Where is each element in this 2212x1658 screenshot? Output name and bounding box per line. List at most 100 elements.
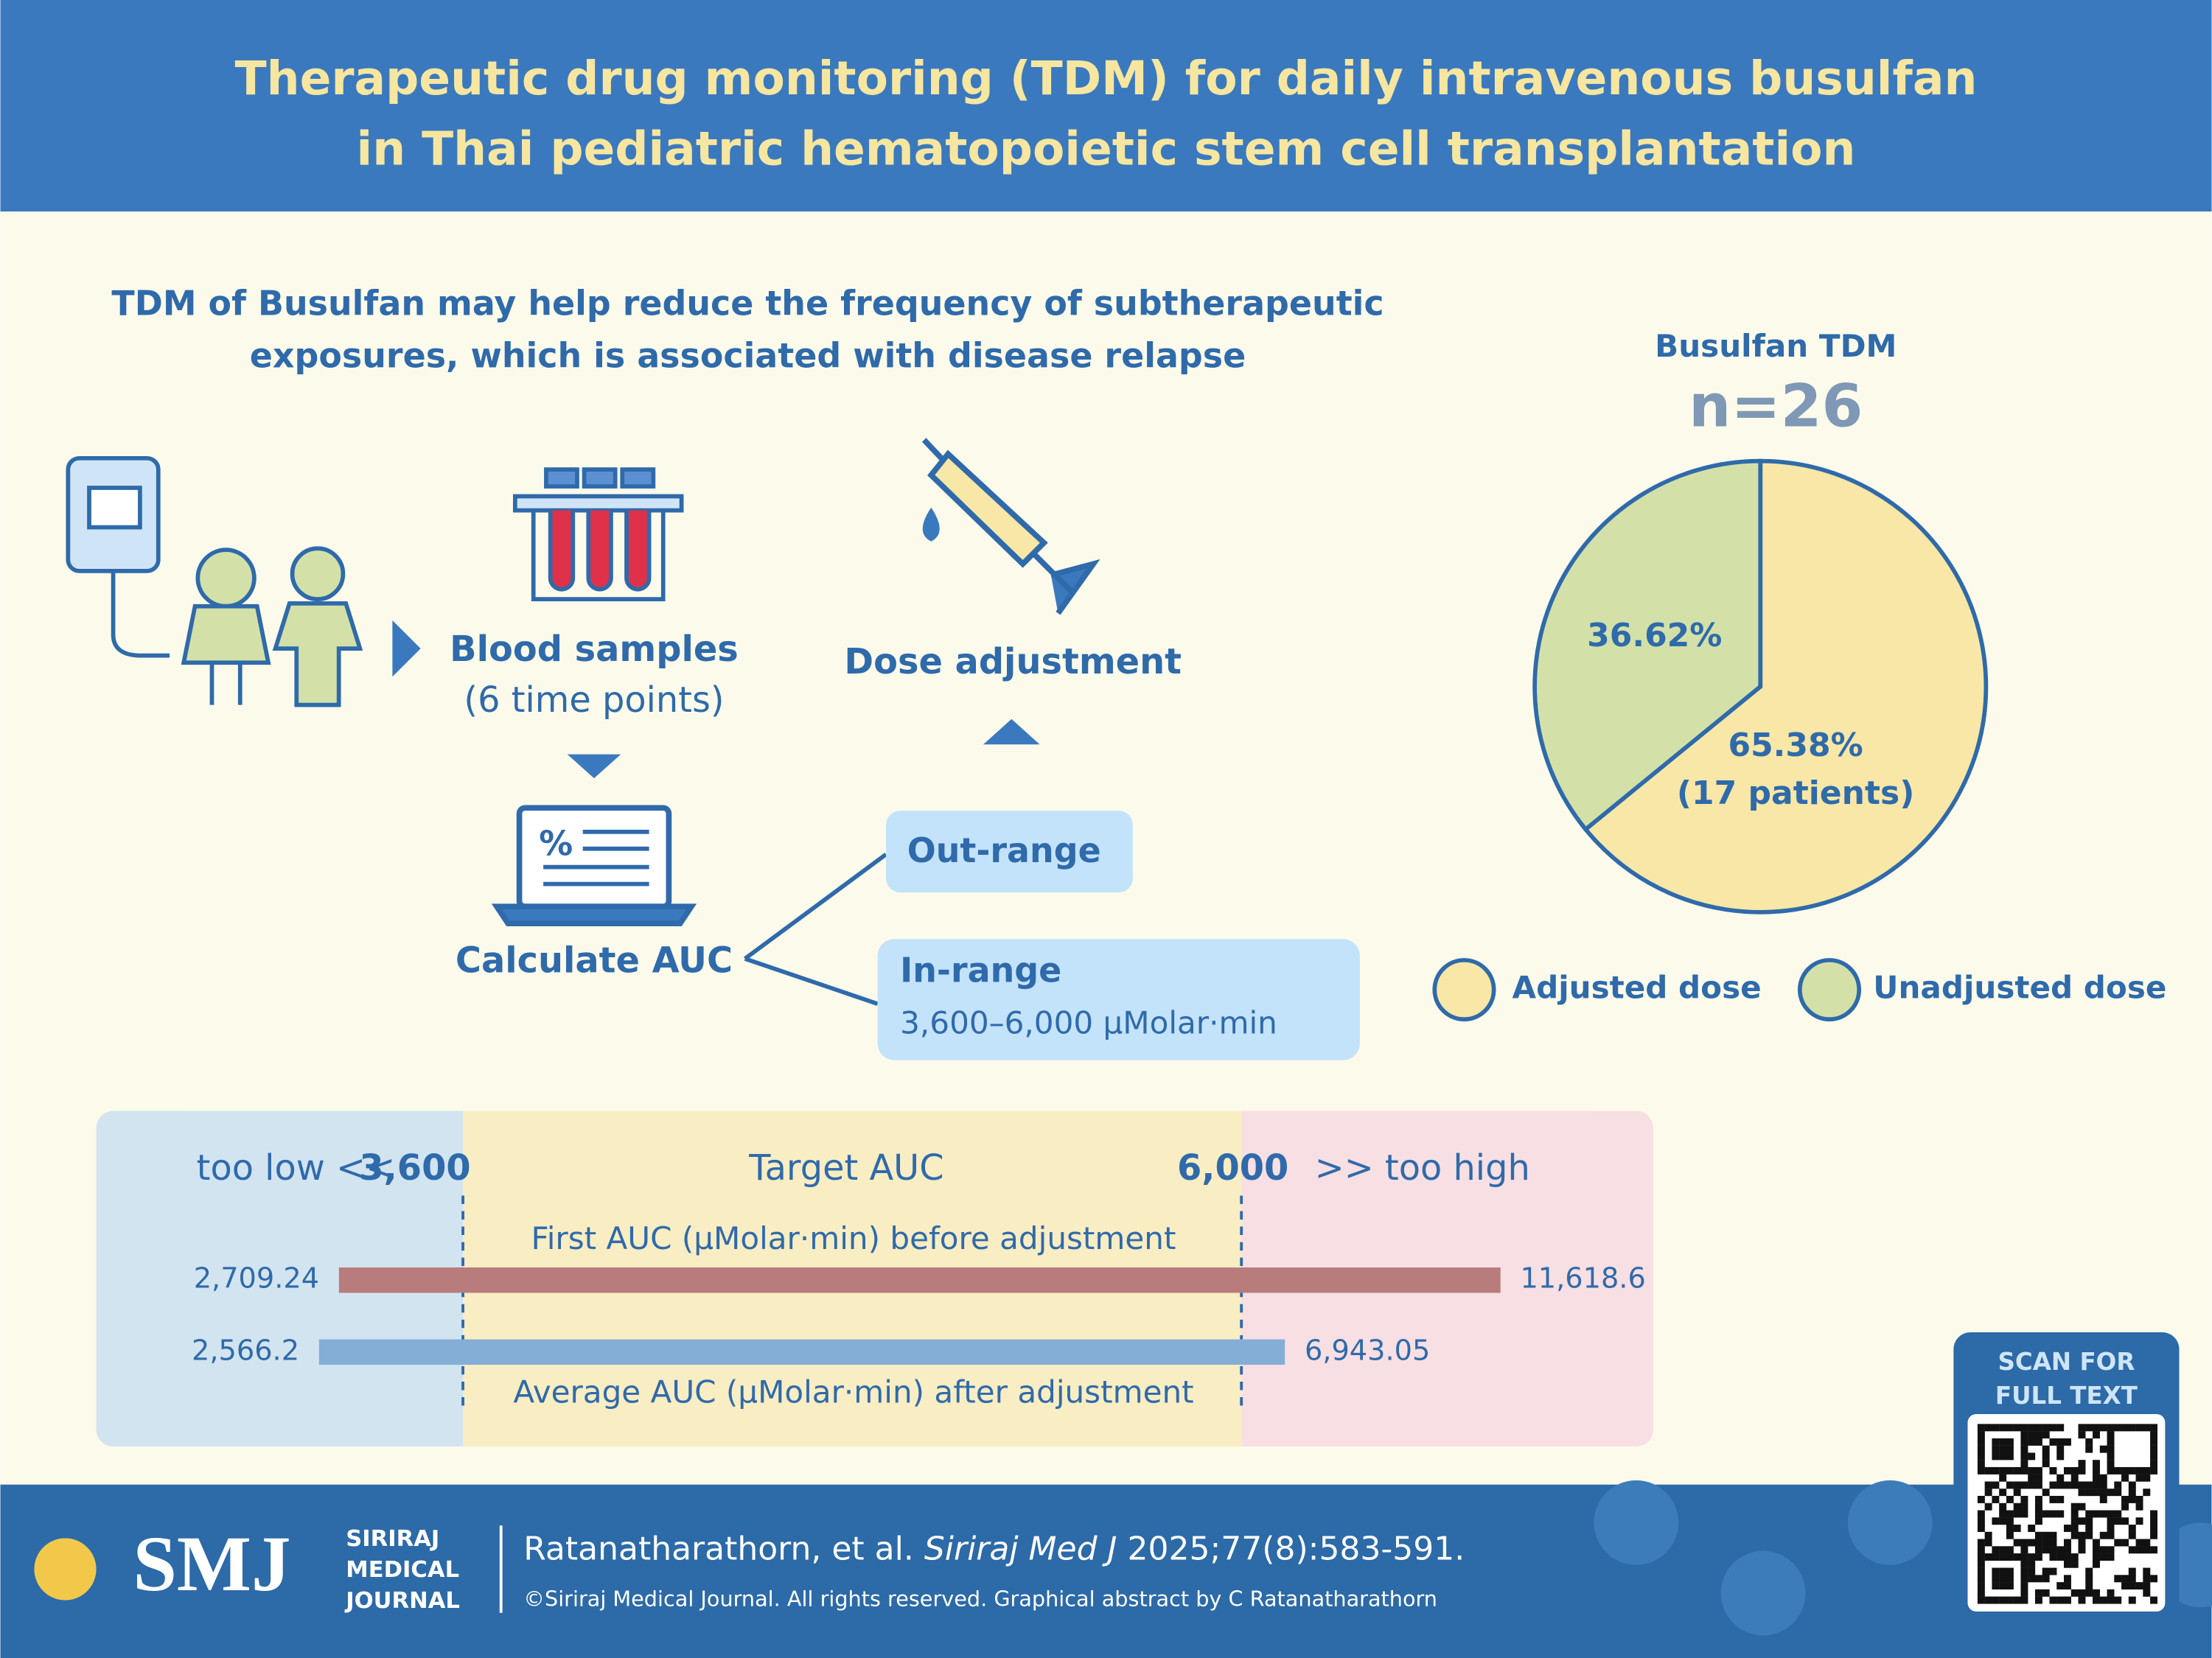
citation: Ratanatharathorn, et al. Siriraj Med J 2… bbox=[523, 1531, 1465, 1568]
arrow bbox=[567, 754, 621, 779]
qr-module bbox=[2114, 1510, 2122, 1518]
qr-module bbox=[2128, 1495, 2136, 1503]
qr-module bbox=[2042, 1431, 2050, 1439]
qr-module bbox=[2085, 1531, 2093, 1539]
qr-module bbox=[1977, 1575, 1985, 1583]
qr-module bbox=[2150, 1460, 2158, 1468]
qr-module bbox=[1984, 1424, 1992, 1432]
qr-module bbox=[1999, 1510, 2007, 1518]
qr-module bbox=[2093, 1553, 2100, 1561]
qr-module bbox=[1977, 1546, 1985, 1554]
qr-module bbox=[1999, 1517, 2007, 1525]
scan-label: FULL TEXT bbox=[1995, 1382, 2138, 1410]
qr-module bbox=[2013, 1481, 2021, 1489]
qr-module bbox=[1999, 1466, 2007, 1475]
qr-module bbox=[2114, 1517, 2122, 1525]
qr-module bbox=[1977, 1431, 1985, 1439]
qr-module bbox=[1999, 1546, 2007, 1554]
qr-module bbox=[2070, 1510, 2079, 1518]
qr-module bbox=[2078, 1489, 2086, 1497]
qr-module bbox=[2078, 1431, 2086, 1439]
qr-module bbox=[2107, 1546, 2115, 1554]
qr-module bbox=[2070, 1517, 2079, 1525]
qr-module bbox=[2107, 1531, 2115, 1539]
qr-module bbox=[2085, 1481, 2093, 1489]
qr-module bbox=[2107, 1517, 2115, 1525]
qr-module bbox=[1999, 1424, 2007, 1432]
qr-module bbox=[2128, 1489, 2136, 1497]
qr-module bbox=[2028, 1474, 2036, 1482]
qr-module bbox=[2128, 1582, 2136, 1590]
qr-module bbox=[2135, 1539, 2143, 1547]
qr-module bbox=[2143, 1489, 2151, 1497]
qr-module bbox=[1984, 1481, 1992, 1489]
qr-module bbox=[2020, 1452, 2028, 1461]
qr-module bbox=[2070, 1525, 2079, 1532]
qr-module bbox=[1992, 1466, 2000, 1475]
qr-module bbox=[2049, 1531, 2057, 1539]
qr-module bbox=[2049, 1495, 2057, 1503]
qr-module bbox=[2093, 1560, 2100, 1568]
qr-module bbox=[2093, 1460, 2100, 1468]
qr-module bbox=[2034, 1539, 2042, 1547]
qr-module bbox=[2020, 1431, 2028, 1439]
qr-module bbox=[1999, 1438, 2007, 1446]
qr-module bbox=[2034, 1517, 2042, 1525]
qr-module bbox=[2063, 1560, 2071, 1568]
qr-module bbox=[2034, 1474, 2042, 1482]
qr-module bbox=[2013, 1466, 2021, 1475]
qr-module bbox=[1999, 1596, 2007, 1604]
qr-module bbox=[2034, 1553, 2042, 1561]
qr-module bbox=[2034, 1495, 2042, 1503]
qr-module bbox=[1992, 1517, 2000, 1525]
qr-module bbox=[1977, 1424, 1985, 1432]
qr-module bbox=[2042, 1539, 2050, 1547]
qr-module bbox=[2078, 1539, 2086, 1547]
qr-module bbox=[1999, 1553, 2007, 1561]
legend-label: Unadjusted dose bbox=[1873, 970, 2166, 1006]
qr-module bbox=[2013, 1424, 2021, 1432]
qr-module bbox=[2135, 1495, 2143, 1503]
zone-label: too low << bbox=[197, 1148, 396, 1189]
qr-module bbox=[2085, 1589, 2093, 1597]
qr-module bbox=[2020, 1495, 2028, 1503]
qr-module bbox=[2107, 1553, 2115, 1561]
qr-module bbox=[2020, 1539, 2028, 1547]
qr-module bbox=[2063, 1553, 2071, 1561]
qr-module bbox=[2150, 1431, 2158, 1439]
qr-module bbox=[2034, 1424, 2042, 1432]
qr-module bbox=[2114, 1539, 2122, 1547]
qr-module bbox=[2150, 1575, 2158, 1583]
qr-module bbox=[2020, 1460, 2028, 1468]
qr-module bbox=[2150, 1517, 2158, 1525]
qr-module bbox=[2150, 1452, 2158, 1461]
qr-module bbox=[2093, 1596, 2100, 1604]
qr-module bbox=[2020, 1575, 2028, 1583]
qr-module bbox=[2085, 1567, 2093, 1575]
qr-module bbox=[2143, 1539, 2151, 1547]
qr-module bbox=[2006, 1495, 2014, 1503]
intro-line: exposures, which is associated with dise… bbox=[250, 335, 1246, 375]
qr-module bbox=[1992, 1481, 2000, 1489]
svg-text:%: % bbox=[539, 823, 573, 863]
qr-module bbox=[2063, 1525, 2071, 1532]
qr-module bbox=[2056, 1424, 2065, 1432]
qr-module bbox=[1977, 1539, 1985, 1547]
qr-module bbox=[1977, 1445, 1985, 1453]
qr-module bbox=[1977, 1596, 1985, 1604]
arrow bbox=[392, 620, 421, 677]
qr-module bbox=[2020, 1560, 2028, 1568]
qr-module bbox=[2078, 1546, 2086, 1554]
qr-module bbox=[1984, 1553, 1992, 1561]
qr-module bbox=[2020, 1582, 2028, 1590]
qr-module bbox=[2099, 1481, 2107, 1489]
citation-authors: Ratanatharathorn, et al. bbox=[523, 1531, 914, 1568]
out-range-label: Out-range bbox=[907, 830, 1101, 870]
qr-module bbox=[2143, 1567, 2151, 1575]
qr-module bbox=[2107, 1424, 2115, 1432]
qr-module bbox=[1992, 1424, 2000, 1432]
range-bar bbox=[338, 1267, 1501, 1293]
qr-module bbox=[2070, 1553, 2079, 1561]
qr-module bbox=[2070, 1560, 2079, 1568]
